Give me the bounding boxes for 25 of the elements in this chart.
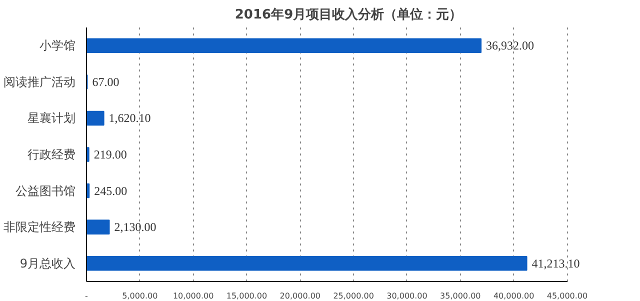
- y-tick-label: 9月总收入: [20, 256, 76, 270]
- x-tick-label: 10,000.00: [172, 292, 214, 300]
- x-tick-label: 25,000.00: [333, 292, 374, 300]
- x-tick-label: 5,000.00: [122, 292, 158, 300]
- y-tick-label: 公益图书馆: [16, 184, 76, 198]
- data-label: 36,932.00: [486, 38, 534, 53]
- x-tick-label: 45,000.00: [546, 292, 588, 300]
- data-label: 67.00: [92, 74, 120, 89]
- y-tick-label: 行政经费: [28, 148, 76, 162]
- y-tick-label: 小学馆: [40, 38, 76, 53]
- x-tick-label: 15,000.00: [226, 292, 268, 300]
- data-label: 41,213.10: [532, 256, 580, 270]
- y-tick-label: 非限定性经费: [4, 220, 76, 234]
- x-tick-label: 20,000.00: [280, 292, 321, 300]
- x-tick-label: 30,000.00: [386, 292, 428, 300]
- chart-title: 2016年9月项目收入分析（单位：元）: [234, 6, 462, 22]
- data-label: 245.00: [94, 184, 128, 198]
- data-label: 1,620.10: [108, 111, 151, 126]
- x-tick-label: 40,000.00: [493, 292, 534, 300]
- y-tick-label: 星襄计划: [28, 111, 76, 126]
- x-tick-label: -: [85, 292, 88, 300]
- data-label: 2,130.00: [114, 220, 156, 234]
- data-label: 219.00: [94, 148, 127, 162]
- x-tick-label: 35,000.00: [440, 292, 481, 300]
- y-tick-label: 阅读推广活动: [4, 74, 76, 89]
